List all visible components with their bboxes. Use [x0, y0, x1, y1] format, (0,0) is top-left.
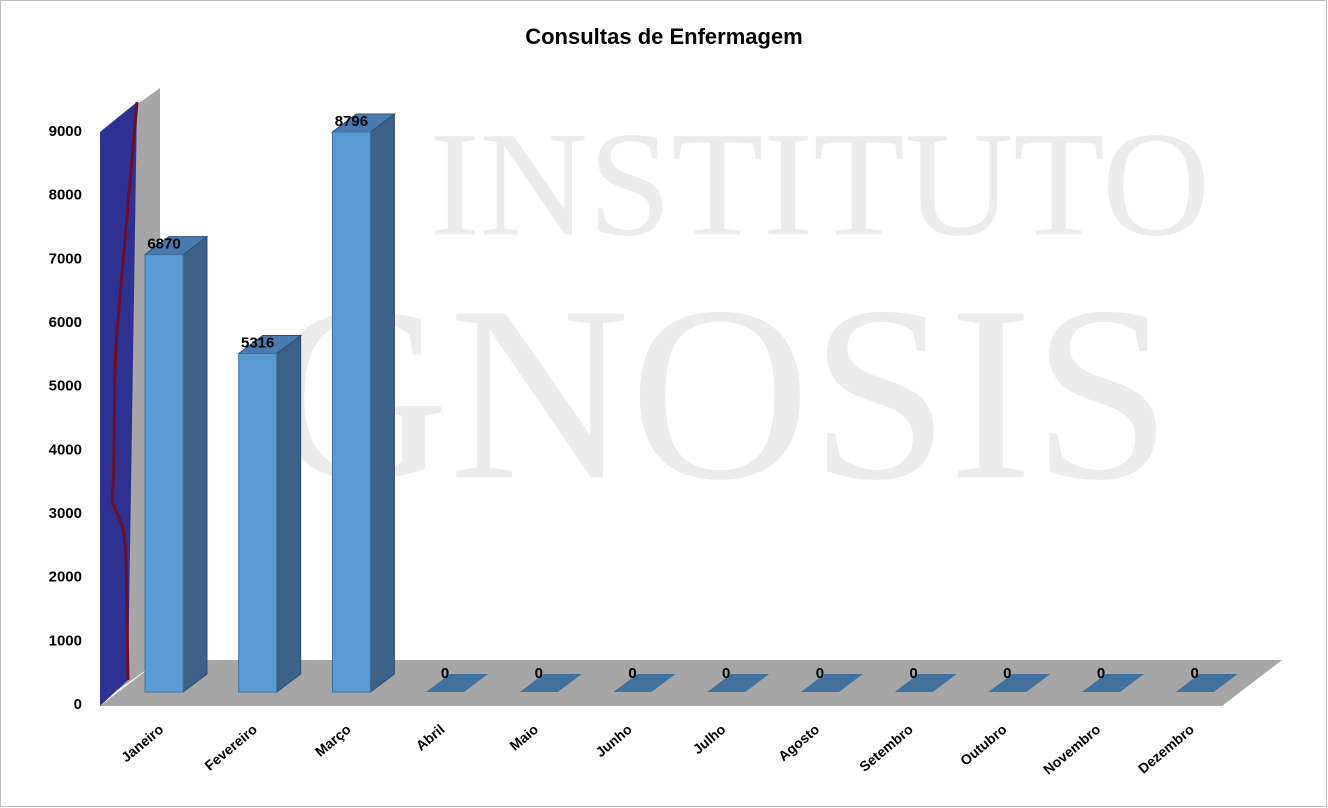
chart-title: Consultas de Enfermagem [525, 24, 803, 49]
y-tick-label: 6000 [49, 314, 82, 331]
bar [1175, 674, 1238, 692]
value-label: 6870 [147, 236, 180, 253]
value-label: 5316 [241, 335, 274, 352]
value-label: 0 [1003, 665, 1011, 682]
y-tick-label: 5000 [49, 378, 82, 395]
bar [144, 254, 184, 693]
bar [707, 674, 770, 692]
bar-side [276, 334, 302, 693]
value-label: 0 [628, 665, 636, 682]
floor [100, 660, 1282, 706]
y-tick-label: 9000 [49, 123, 82, 140]
bar [613, 674, 676, 692]
value-label: 0 [1097, 665, 1105, 682]
bar [426, 674, 489, 692]
value-label: 0 [535, 665, 543, 682]
watermark: GNOSIS [269, 255, 1172, 532]
bar [238, 353, 278, 693]
y-tick-label: 4000 [49, 441, 82, 458]
bar-side [369, 112, 395, 693]
bar-side [182, 235, 208, 693]
bar [331, 131, 371, 693]
y-tick-label: 0 [74, 696, 82, 713]
value-label: 0 [1191, 665, 1199, 682]
value-label: 0 [722, 665, 730, 682]
value-label: 0 [909, 665, 917, 682]
y-tick-label: 2000 [49, 569, 82, 586]
side-wall [100, 102, 137, 706]
y-tick-label: 8000 [49, 187, 82, 204]
bar [519, 674, 582, 692]
bar [800, 674, 863, 692]
bar [988, 674, 1051, 692]
value-label: 8796 [335, 113, 368, 130]
wall-edge [110, 101, 139, 681]
bar [1082, 674, 1144, 692]
bar [894, 674, 957, 692]
value-label: 0 [441, 665, 449, 682]
y-tick-label: 7000 [49, 250, 82, 267]
watermark: INSTITUTO [430, 101, 1210, 267]
value-label: 0 [816, 665, 824, 682]
y-tick-label: 1000 [49, 632, 82, 649]
y-tick-label: 3000 [49, 505, 82, 522]
